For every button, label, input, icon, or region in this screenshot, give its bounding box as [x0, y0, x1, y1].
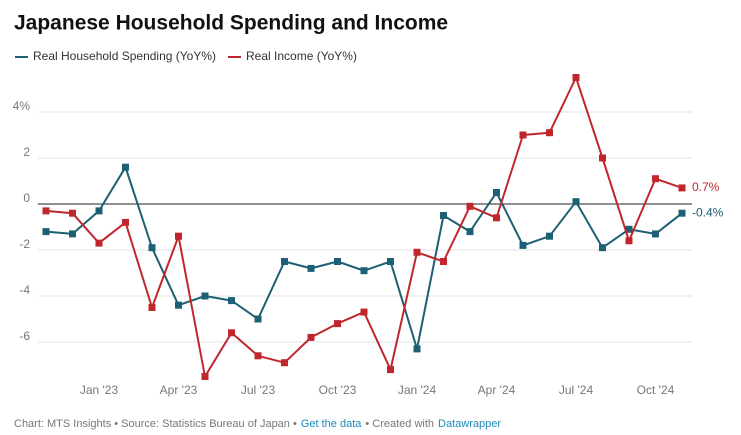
point	[360, 267, 368, 275]
point	[599, 154, 606, 162]
point	[175, 301, 182, 309]
footer-text: Chart: MTS Insights • Source: Statistics…	[14, 418, 297, 430]
footer-link[interactable]: Datawrapper	[438, 418, 501, 430]
point	[493, 214, 500, 222]
point	[572, 74, 580, 81]
point	[413, 345, 421, 353]
point	[334, 320, 341, 328]
point	[678, 184, 686, 192]
series-line	[45, 76, 683, 378]
x-tick-label: Jan '23	[80, 383, 119, 397]
y-tick-label: 2	[23, 145, 30, 159]
point	[466, 228, 474, 236]
point	[360, 308, 368, 316]
point	[42, 207, 50, 215]
point	[440, 258, 447, 265]
point	[148, 304, 156, 311]
point	[466, 202, 474, 210]
point	[281, 258, 288, 265]
point	[440, 212, 447, 219]
point	[122, 163, 129, 171]
point	[95, 207, 103, 215]
footer-text: • Created with	[365, 418, 434, 430]
footer: Chart: MTS Insights • Source: Statistics…	[14, 418, 501, 430]
point	[334, 258, 341, 265]
point	[519, 241, 527, 249]
value-label: 0.7%	[692, 180, 720, 194]
x-tick-label: Oct '24	[637, 383, 675, 397]
y-tick-label: 4%	[13, 99, 31, 113]
x-tick-label: Jan '24	[398, 383, 437, 397]
point	[546, 232, 553, 240]
point	[228, 297, 235, 305]
series-line	[45, 166, 683, 350]
point	[254, 352, 262, 360]
point	[69, 230, 76, 238]
point	[69, 209, 76, 217]
point	[148, 244, 156, 252]
point	[307, 264, 315, 272]
point	[572, 198, 580, 206]
point	[678, 209, 686, 217]
point	[122, 218, 129, 226]
point	[201, 292, 209, 300]
legend-label: Real Income (YoY%)	[246, 49, 357, 63]
x-tick-label: Apr '24	[478, 383, 516, 397]
point	[652, 230, 659, 238]
y-tick-label: 0	[23, 191, 30, 205]
y-tick-label: -6	[19, 329, 30, 343]
chart-title: Japanese Household Spending and Income	[14, 12, 448, 35]
point	[175, 232, 182, 240]
point	[652, 175, 659, 183]
x-tick-label: Apr '23	[160, 383, 198, 397]
point	[254, 315, 262, 323]
x-tick-label: Oct '23	[319, 383, 357, 397]
point	[228, 329, 235, 337]
footer-link[interactable]: Get the data	[301, 418, 362, 430]
point	[625, 225, 633, 233]
y-tick-label: -4	[19, 283, 30, 297]
point	[599, 244, 606, 252]
y-tick-label: -2	[19, 237, 30, 251]
point	[201, 373, 209, 380]
x-tick-label: Jul '23	[241, 383, 276, 397]
point	[546, 129, 553, 137]
point	[95, 239, 103, 247]
point	[387, 366, 394, 374]
x-tick-label: Jul '24	[559, 383, 594, 397]
point	[413, 248, 421, 256]
point	[387, 258, 394, 265]
point	[625, 237, 633, 245]
point	[307, 333, 315, 341]
point	[519, 131, 527, 139]
value-label: -0.4%	[692, 205, 724, 219]
point	[493, 189, 500, 196]
point	[42, 228, 50, 236]
point	[281, 359, 288, 367]
legend-label: Real Household Spending (YoY%)	[33, 49, 216, 63]
